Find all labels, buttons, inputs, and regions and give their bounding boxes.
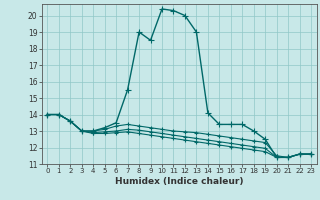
X-axis label: Humidex (Indice chaleur): Humidex (Indice chaleur) bbox=[115, 177, 244, 186]
